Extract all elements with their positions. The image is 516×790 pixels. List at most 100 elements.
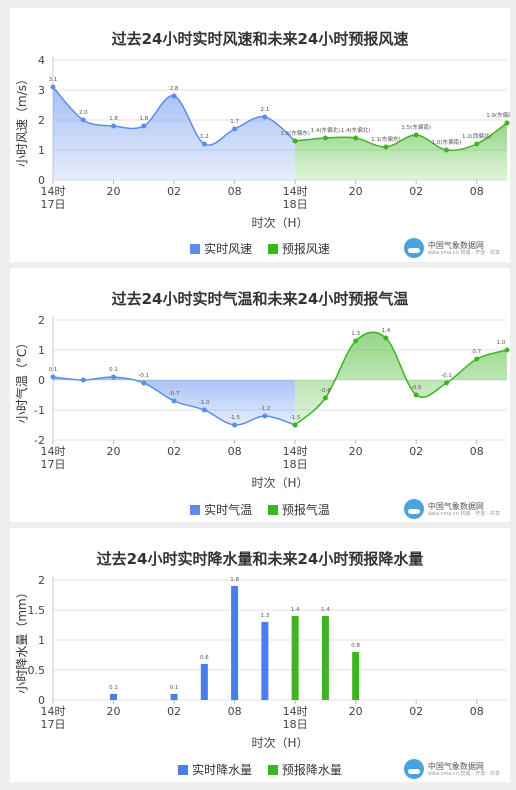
bar bbox=[261, 622, 269, 700]
cloud-logo-icon bbox=[403, 759, 424, 779]
x-tick-sublabel: 18日 bbox=[283, 718, 308, 731]
series-area bbox=[53, 376, 296, 426]
data-label: 0.6 bbox=[200, 655, 209, 661]
legend-label: 预报气温 bbox=[281, 503, 330, 517]
data-point bbox=[111, 374, 117, 380]
data-label: -1.0 bbox=[199, 400, 210, 406]
series-area bbox=[295, 332, 507, 425]
x-tick-label: 02 bbox=[409, 705, 423, 718]
x-tick-label: 20 bbox=[107, 705, 121, 718]
precip-chart-title: 过去24小时实时降水量和未来24小时预报降水量 bbox=[96, 550, 424, 568]
x-tick-label: 02 bbox=[167, 445, 181, 458]
series-line bbox=[294, 331, 508, 426]
data-point bbox=[413, 132, 419, 138]
data-label: -0.7 bbox=[169, 391, 180, 397]
wind-chart-title: 过去24小时实时风速和未来24小时预报风速 bbox=[111, 30, 409, 48]
data-point bbox=[383, 144, 389, 150]
legend-label: 实时降水量 bbox=[192, 763, 253, 777]
x-tick-label: 08 bbox=[228, 185, 242, 198]
y-tick-label: 1 bbox=[38, 144, 45, 157]
x-tick-label: 08 bbox=[228, 705, 242, 718]
cma-logo: 中国气象数据网 data.cma.cn 权威 · 开放 · 共享 bbox=[403, 759, 500, 779]
legend-item-forecast[interactable]: 预报降水量 bbox=[267, 761, 342, 778]
logo-sub: data.cma.cn 权威 · 开放 · 共享 bbox=[427, 249, 500, 256]
bar bbox=[200, 664, 208, 700]
data-label: 2.8 bbox=[170, 86, 179, 92]
data-label: 0.1 bbox=[170, 685, 179, 691]
data-label: 0.1 bbox=[109, 685, 118, 691]
data-point bbox=[171, 93, 177, 99]
data-label: 1.7 bbox=[230, 119, 239, 125]
data-label: 0.7 bbox=[472, 349, 481, 355]
x-tick-label: 08 bbox=[470, 445, 484, 458]
y-axis-label: 小时降水量（mm） bbox=[15, 586, 29, 693]
data-label: 1.8 bbox=[139, 116, 148, 122]
data-label: 1.4 bbox=[382, 328, 391, 334]
bar bbox=[110, 694, 118, 700]
data-label: 1.8 bbox=[109, 116, 118, 122]
data-point bbox=[50, 374, 56, 380]
legend-item-forecast[interactable]: 预报风速 bbox=[267, 240, 330, 257]
cloud-logo-icon bbox=[403, 499, 424, 519]
x-tick-label: 20 bbox=[349, 445, 363, 458]
bar bbox=[170, 694, 178, 700]
x-axis-label: 时次（H） bbox=[251, 476, 308, 490]
x-tick-label: 14时 bbox=[283, 185, 308, 198]
y-tick-label: 2 bbox=[38, 574, 45, 587]
x-tick-sublabel: 17日 bbox=[41, 458, 66, 471]
legend-item-realtime[interactable]: 实时风速 bbox=[190, 240, 252, 257]
cloud-logo-icon bbox=[403, 238, 424, 258]
data-label: 0.1 bbox=[109, 367, 118, 373]
data-label: 1.3 bbox=[351, 331, 360, 337]
data-point bbox=[201, 407, 207, 413]
data-point bbox=[383, 335, 389, 341]
logo-sub: data.cma.cn 权威 · 开放 · 共享 bbox=[427, 510, 500, 517]
y-tick-label: 2 bbox=[38, 314, 45, 327]
x-tick-label: 08 bbox=[470, 705, 484, 718]
y-tick-label: 0 bbox=[38, 374, 45, 387]
data-label: 0.8 bbox=[351, 643, 360, 649]
legend-label: 预报降水量 bbox=[281, 763, 342, 777]
x-tick-label: 14时 bbox=[41, 705, 66, 718]
data-label: 3.1 bbox=[49, 77, 58, 83]
data-point bbox=[413, 392, 419, 398]
y-tick-label: 1 bbox=[38, 344, 45, 357]
data-point bbox=[232, 422, 238, 428]
series-area bbox=[53, 87, 296, 180]
data-point bbox=[232, 126, 238, 132]
y-tick-label: -1 bbox=[34, 404, 45, 417]
x-tick-sublabel: 18日 bbox=[283, 458, 308, 471]
data-point bbox=[80, 377, 86, 383]
data-point bbox=[504, 347, 510, 353]
y-axis-label: 小时风速（m/s） bbox=[15, 73, 29, 167]
data-point bbox=[262, 413, 268, 419]
x-axis-label: 时次（H） bbox=[251, 216, 308, 230]
y-axis-label: 小时气温（°C） bbox=[14, 337, 29, 423]
legend-item-forecast[interactable]: 预报气温 bbox=[267, 501, 330, 518]
logo-name: 中国气象数据网 bbox=[427, 761, 484, 771]
legend-item-realtime[interactable]: 实时降水量 bbox=[178, 761, 252, 778]
data-label: 1.3(东偏东) bbox=[280, 129, 310, 137]
data-label: -1.5 bbox=[229, 415, 240, 421]
data-point bbox=[141, 123, 147, 129]
temp-legend: 实时气温 预报气温 bbox=[10, 501, 510, 518]
data-point bbox=[171, 398, 177, 404]
data-label: 2.0 bbox=[79, 110, 88, 116]
data-point bbox=[292, 422, 298, 428]
y-tick-label: 1.5 bbox=[28, 604, 46, 617]
bar bbox=[321, 616, 329, 700]
x-tick-label: 02 bbox=[167, 185, 181, 198]
series-line bbox=[295, 122, 508, 152]
y-tick-label: -2 bbox=[34, 434, 45, 447]
data-label: -0.1 bbox=[138, 373, 149, 379]
data-point bbox=[353, 338, 359, 344]
legend-label: 实时风速 bbox=[204, 242, 253, 256]
legend-item-realtime[interactable]: 实时气温 bbox=[190, 501, 252, 518]
x-tick-label: 14时 bbox=[283, 705, 308, 718]
y-tick-label: 0.5 bbox=[28, 664, 46, 677]
data-point bbox=[201, 141, 207, 147]
data-label: 1.2(西偏北) bbox=[462, 132, 492, 140]
data-label: -1.2 bbox=[259, 406, 270, 412]
data-label: 1.4(东偏北) bbox=[311, 126, 341, 134]
